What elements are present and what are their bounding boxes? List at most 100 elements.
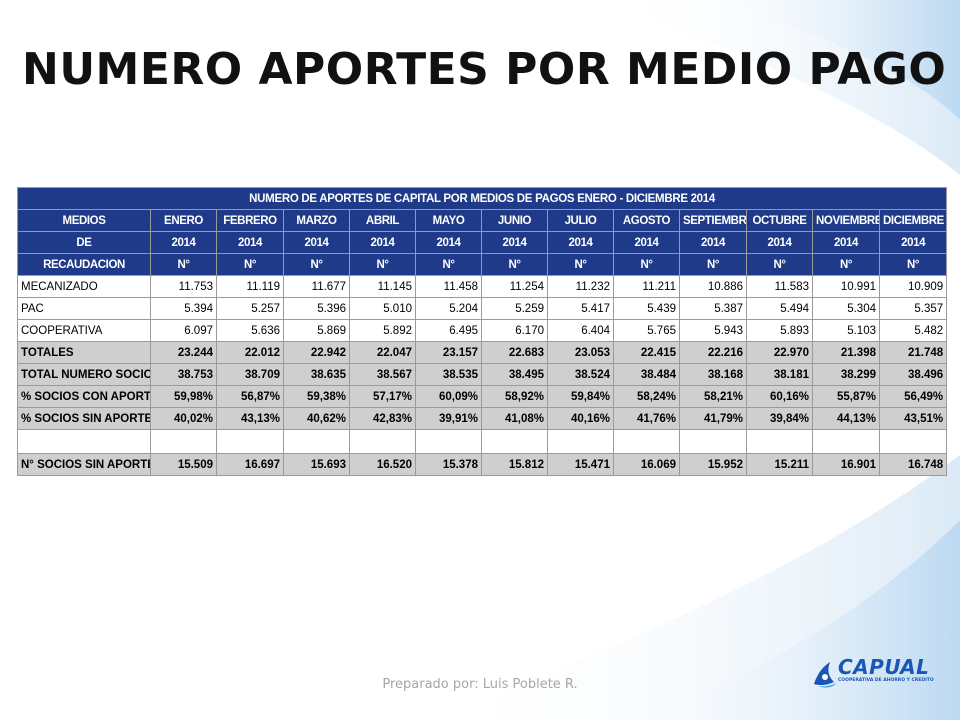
header-unit: N°: [150, 253, 217, 276]
table-cell: 15.693: [283, 453, 350, 476]
header-month: FEBRERO: [216, 209, 284, 232]
table-cell: 60,16%: [746, 385, 813, 408]
header-unit: N°: [415, 253, 482, 276]
row-label: % SOCIOS CON APORTES: [17, 385, 151, 408]
header-year: 2014: [150, 231, 217, 254]
header-medios: MEDIOS: [17, 209, 151, 232]
table-title: NUMERO DE APORTES DE CAPITAL POR MEDIOS …: [16, 187, 948, 210]
header-unit: N°: [613, 253, 680, 276]
table-cell: 5.304: [812, 297, 880, 320]
table-cell: 5.869: [283, 319, 350, 342]
table-cell: 55,87%: [812, 385, 880, 408]
table-cell: 22.216: [679, 341, 747, 364]
logo-wordmark: CAPUAL: [838, 655, 930, 679]
table-cell: 5.387: [679, 297, 747, 320]
table-cell: 38.635: [283, 363, 350, 386]
table-cell: 59,38%: [283, 385, 350, 408]
table-row: % SOCIOS SIN APORTES 40,02% 43,13% 40,62% 42…: [17, 407, 948, 430]
header-month: NOVIEMBRE: [812, 209, 880, 232]
header-unit: N°: [481, 253, 548, 276]
table-cell: 23.053: [547, 341, 614, 364]
table-cell: 60,09%: [415, 385, 482, 408]
header-month: DICIEMBRE: [878, 209, 948, 232]
table-cell: 21.398: [812, 341, 880, 364]
footer-credit: Preparado por: Luis Poblete R.: [382, 677, 578, 692]
table-cell: 58,24%: [613, 385, 680, 408]
header-month: MAYO: [415, 209, 482, 232]
table-cell: 11.232: [547, 275, 614, 298]
table-cell: 41,08%: [481, 407, 548, 430]
table-row: MECANIZADO 11.753 11.119 11.677 11.145 11.458…: [17, 275, 948, 298]
row-label: COOPERATIVA: [17, 319, 151, 342]
table-cell: 5.482: [878, 319, 948, 342]
table-cell: 57,17%: [349, 385, 416, 408]
table-cell: 11.119: [216, 275, 284, 298]
slide-title: NUMERO APORTES POR MEDIO PAGO: [22, 44, 947, 95]
table-cell: [613, 429, 680, 454]
table-cell: 5.257: [216, 297, 284, 320]
table-cell: 22.047: [349, 341, 416, 364]
table-cell: 5.439: [613, 297, 680, 320]
header-year: 2014: [812, 231, 880, 254]
table-cell: 16.520: [349, 453, 416, 476]
header-month: JUNIO: [481, 209, 548, 232]
table-cell: 11.211: [613, 275, 680, 298]
table-row: % SOCIOS CON APORTES59,98%56,87%59,38%57…: [17, 385, 948, 408]
table-cell: 42,83%: [349, 407, 416, 430]
table-cell: 5.204: [415, 297, 482, 320]
table-cell: [812, 429, 880, 454]
table-cell: 59,84%: [547, 385, 614, 408]
table-row: PAC 5.394 5.257 5.396 5.010 5.204 5.259 5.417 5.…: [17, 297, 948, 320]
table-cell: 38.168: [679, 363, 747, 386]
table-cell: 40,62%: [283, 407, 350, 430]
header-recaudacion: RECAUDACION: [17, 253, 151, 276]
table-cell: 38.567: [349, 363, 416, 386]
header-year: 2014: [613, 231, 680, 254]
table-cell: 38.709: [216, 363, 284, 386]
row-label: N° SOCIOS SIN APORTES: [17, 453, 151, 476]
header-month: OCTUBRE: [746, 209, 813, 232]
table-cell: 22.415: [613, 341, 680, 364]
table-cell: 38.495: [481, 363, 548, 386]
table-cell: 38.496: [878, 363, 948, 386]
table-cell: [878, 429, 948, 454]
table-cell: 5.636: [216, 319, 284, 342]
table-cell: 5.892: [349, 319, 416, 342]
table-cell: 5.396: [283, 297, 350, 320]
header-unit: N°: [746, 253, 813, 276]
table-cell: 10.991: [812, 275, 880, 298]
table-row: [17, 429, 948, 454]
table-cell: [679, 429, 747, 454]
aportes-table: NUMERO DE APORTES DE CAPITAL POR MEDIOS …: [16, 187, 948, 476]
table-cell: 15.211: [746, 453, 813, 476]
table-cell: 10.886: [679, 275, 747, 298]
table-cell: 5.394: [150, 297, 217, 320]
table-cell: 38.753: [150, 363, 217, 386]
table-cell: [216, 429, 284, 454]
header-year: 2014: [547, 231, 614, 254]
table-cell: 38.524: [547, 363, 614, 386]
table-cell: 11.677: [283, 275, 350, 298]
table-cell: 15.471: [547, 453, 614, 476]
header-month: ENERO: [150, 209, 217, 232]
table-cell: 11.145: [349, 275, 416, 298]
row-label: [17, 429, 151, 454]
table-cell: 38.484: [613, 363, 680, 386]
table-cell: 11.254: [481, 275, 548, 298]
table-cell: [746, 429, 813, 454]
table-cell: 39,91%: [415, 407, 482, 430]
header-year: 2014: [878, 231, 948, 254]
header-unit: N°: [812, 253, 880, 276]
table-cell: [283, 429, 350, 454]
table-cell: 22.012: [216, 341, 284, 364]
table-cell: 15.378: [415, 453, 482, 476]
table-cell: 40,02%: [150, 407, 217, 430]
table-cell: [481, 429, 548, 454]
header-year: 2014: [415, 231, 482, 254]
table-cell: 16.697: [216, 453, 284, 476]
table-cell: 5.357: [878, 297, 948, 320]
table-cell: 5.103: [812, 319, 880, 342]
table-cell: 5.010: [349, 297, 416, 320]
table-cell: 5.943: [679, 319, 747, 342]
table-cell: 16.901: [812, 453, 880, 476]
